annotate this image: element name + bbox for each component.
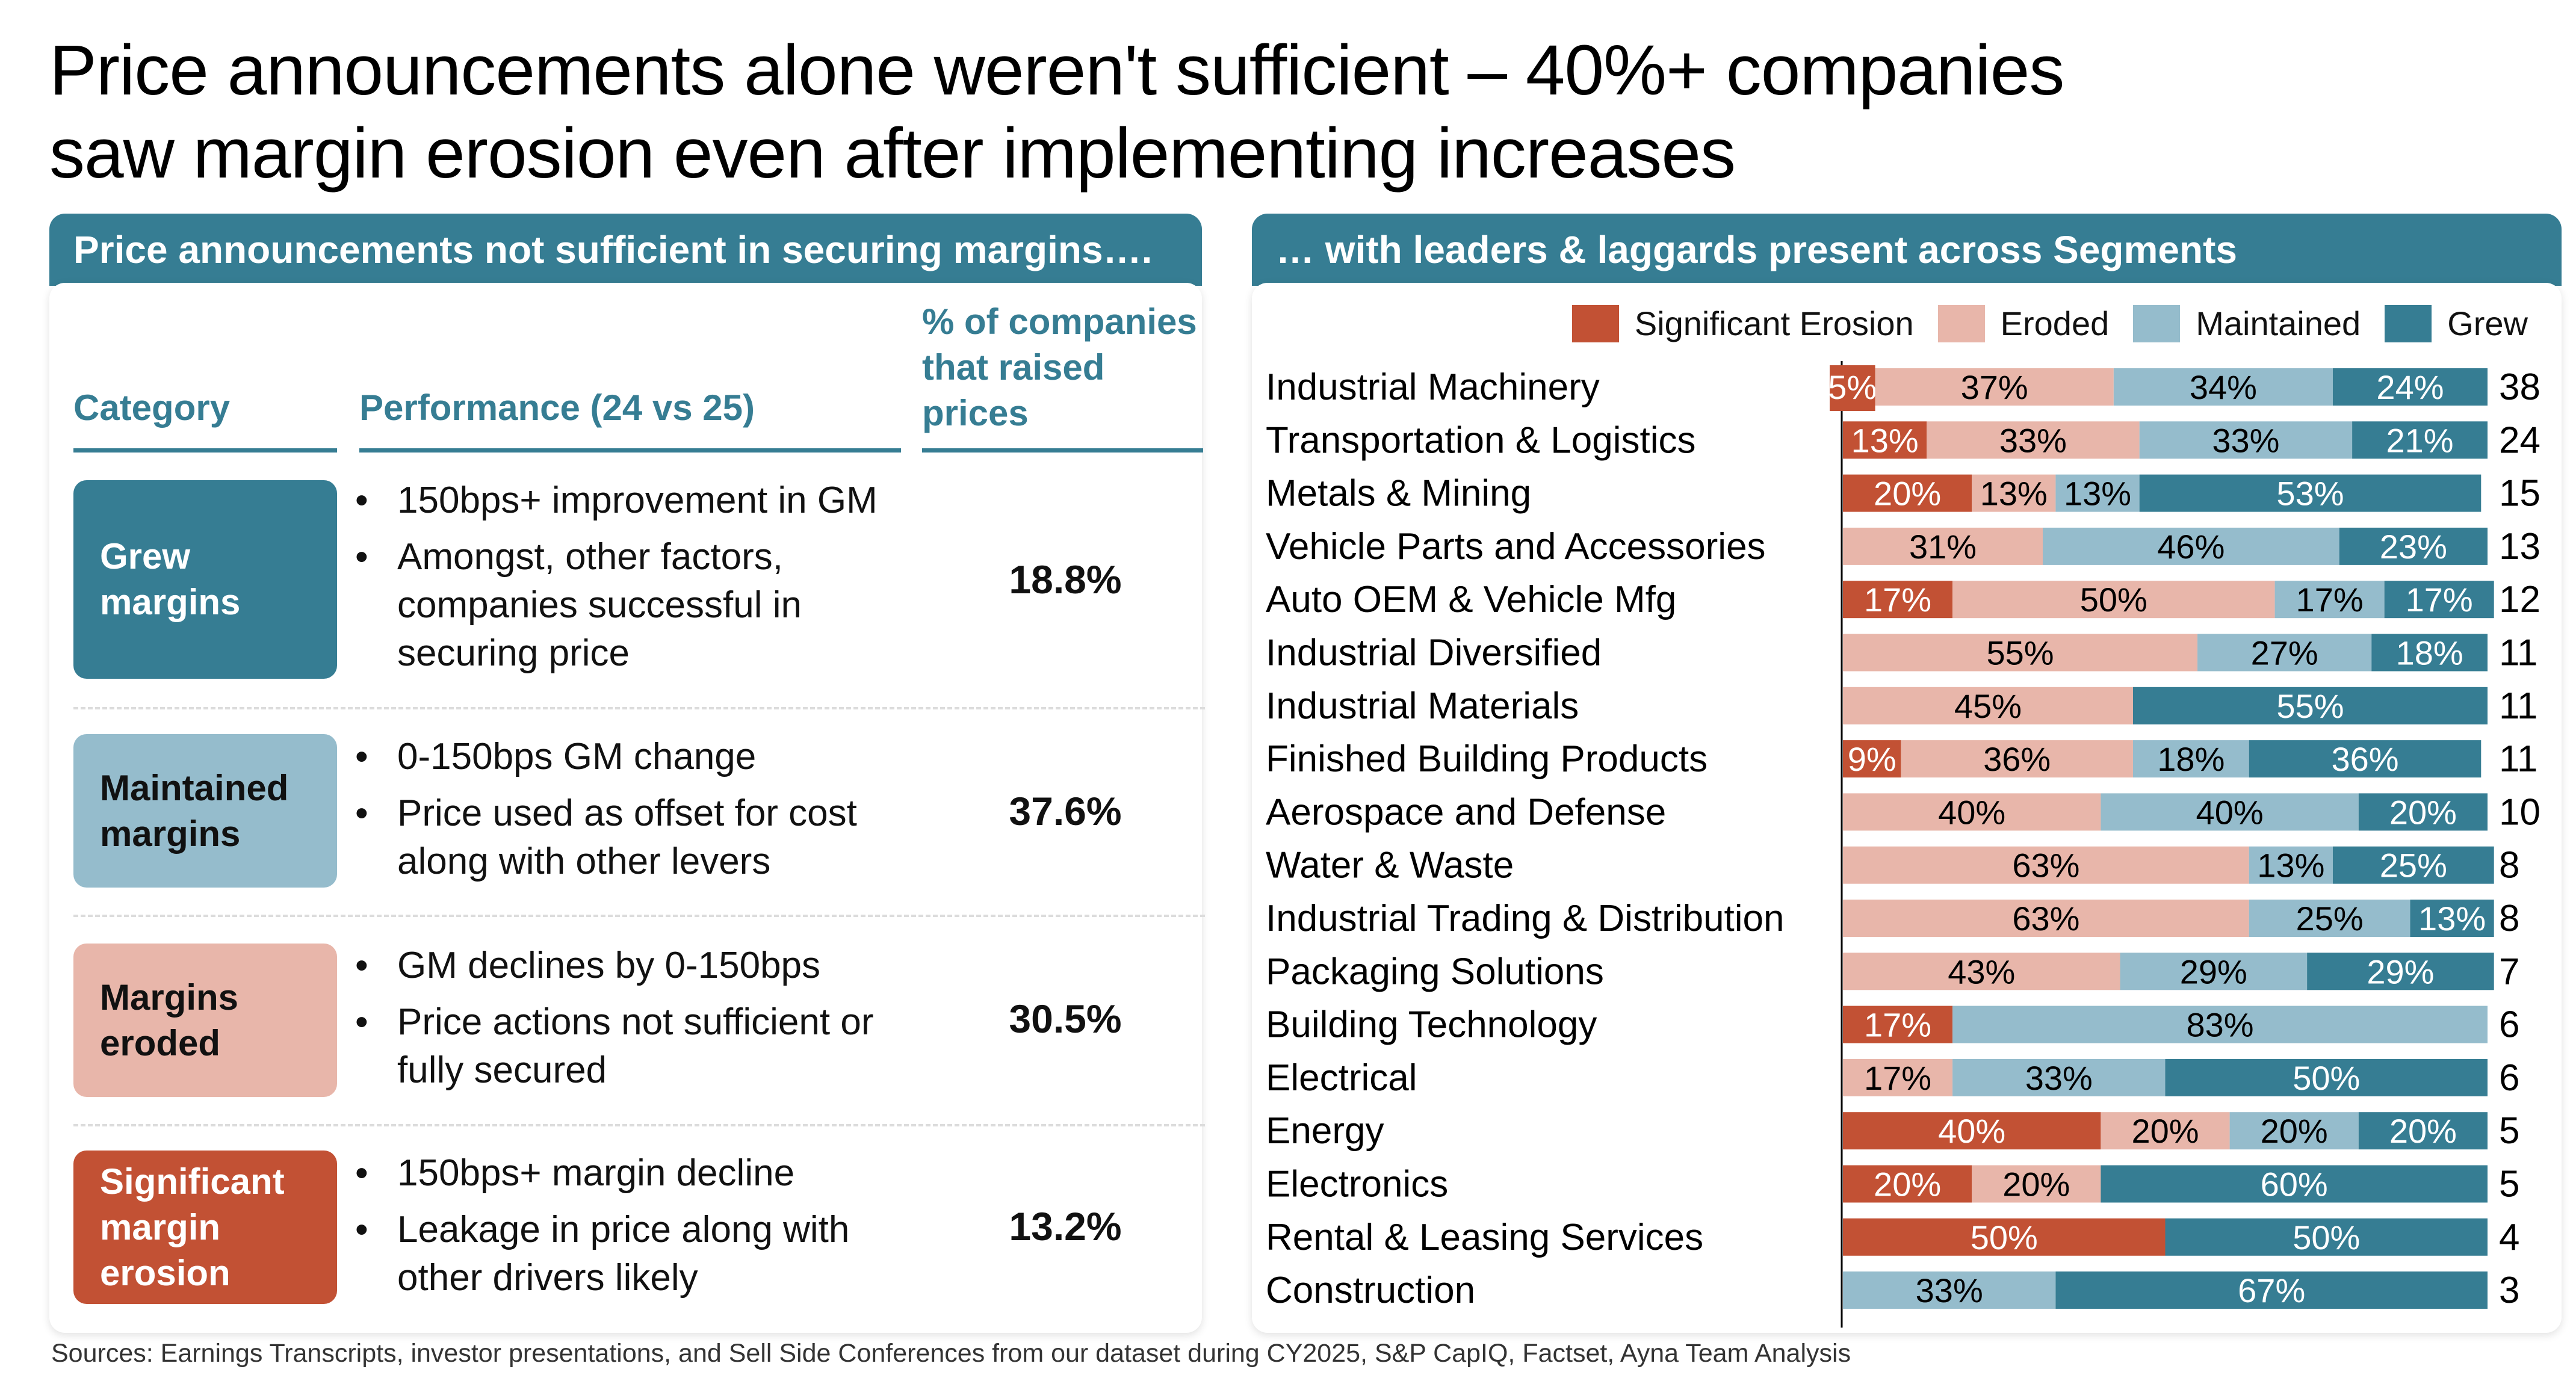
- category-badge-text: Significant: [100, 1161, 285, 1202]
- category-badge-text: Margins: [100, 977, 239, 1018]
- performance-bullet: Price used as offset for cost along with…: [355, 789, 909, 886]
- column-header-pct-line-2: that raised: [922, 347, 1105, 388]
- legend-swatch-grew: [2385, 304, 2432, 342]
- right-panel-header: … with leaders & laggards present across…: [1252, 214, 2562, 286]
- category-badge-eroded: Margins eroded: [73, 944, 337, 1097]
- category-badge-maintained: Maintained margins: [73, 734, 337, 888]
- column-header-category: Category: [73, 388, 231, 428]
- column-header-pct: % of companies that raised prices: [922, 299, 1197, 436]
- legend-label-eroded: Eroded: [2000, 304, 2110, 342]
- column-header-performance: Performance (24 vs 25): [359, 388, 755, 428]
- page-title-line-1: Price announcements alone weren't suffic…: [49, 31, 2064, 110]
- performance-bullet: Amongst, other factors, companies succes…: [355, 533, 909, 678]
- legend-label-grew: Grew: [2447, 304, 2528, 342]
- row-divider: [73, 1124, 1205, 1126]
- pct-value-eroded: 30.5%: [1009, 996, 1122, 1041]
- pct-value-maintained: 37.6%: [1009, 789, 1122, 833]
- performance-bullet: 150bps+ improvement in GM: [355, 477, 909, 525]
- left-panel-header: Price announcements not sufficient in se…: [49, 214, 1202, 286]
- performance-bullet: Price actions not sufficient or fully se…: [355, 998, 909, 1095]
- pct-value-significant-erosion: 13.2%: [1009, 1204, 1122, 1249]
- row-divider: [73, 707, 1205, 709]
- legend-swatch-significant-erosion: [1571, 304, 1619, 342]
- category-badge-text: Grew: [100, 536, 191, 576]
- legend-label-significant-erosion: Significant Erosion: [1634, 304, 1914, 342]
- performance-list-eroded: GM declines by 0-150bps Price actions no…: [355, 942, 909, 1103]
- category-badge-text: margin: [100, 1206, 221, 1247]
- performance-bullet: 0-150bps GM change: [355, 733, 909, 781]
- page-title: Price announcements alone weren't suffic…: [49, 29, 2517, 195]
- sources-footnote: Sources: Earnings Transcripts, investor …: [51, 1339, 1851, 1368]
- category-badge-text: Maintained: [100, 767, 289, 808]
- right-panel-card: [1252, 283, 2562, 1333]
- performance-list-grew: 150bps+ improvement in GM Amongst, other…: [355, 477, 909, 686]
- category-badge-text: margins: [100, 582, 241, 622]
- category-badge-text: erosion: [100, 1252, 231, 1293]
- page-title-line-2: saw margin erosion even after implementi…: [49, 114, 1736, 193]
- pct-value-grew: 18.8%: [1009, 557, 1122, 602]
- category-badge-text: margins: [100, 813, 241, 854]
- performance-list-maintained: 0-150bps GM change Price used as offset …: [355, 733, 909, 894]
- performance-bullet: 150bps+ margin decline: [355, 1149, 909, 1197]
- chart-legend: Significant Erosion Eroded Maintained Gr…: [1571, 304, 2528, 343]
- legend-label-maintained: Maintained: [2196, 304, 2361, 342]
- category-badge-text: eroded: [100, 1022, 221, 1063]
- legend-swatch-maintained: [2133, 304, 2181, 342]
- category-badge-significant-erosion: Significant margin erosion: [73, 1151, 337, 1304]
- performance-bullet: GM declines by 0-150bps: [355, 942, 909, 990]
- column-header-pct-line-1: % of companies: [922, 301, 1197, 342]
- performance-list-significant-erosion: 150bps+ margin decline Leakage in price …: [355, 1149, 909, 1311]
- category-badge-grew: Grew margins: [73, 480, 337, 679]
- column-rule-performance: [359, 448, 901, 453]
- column-header-pct-line-3: prices: [922, 393, 1029, 433]
- legend-swatch-eroded: [1937, 304, 1985, 342]
- column-rule-category: [73, 448, 337, 453]
- column-rule-pct: [922, 448, 1203, 453]
- row-divider: [73, 915, 1205, 917]
- performance-bullet: Leakage in price along with other driver…: [355, 1206, 909, 1302]
